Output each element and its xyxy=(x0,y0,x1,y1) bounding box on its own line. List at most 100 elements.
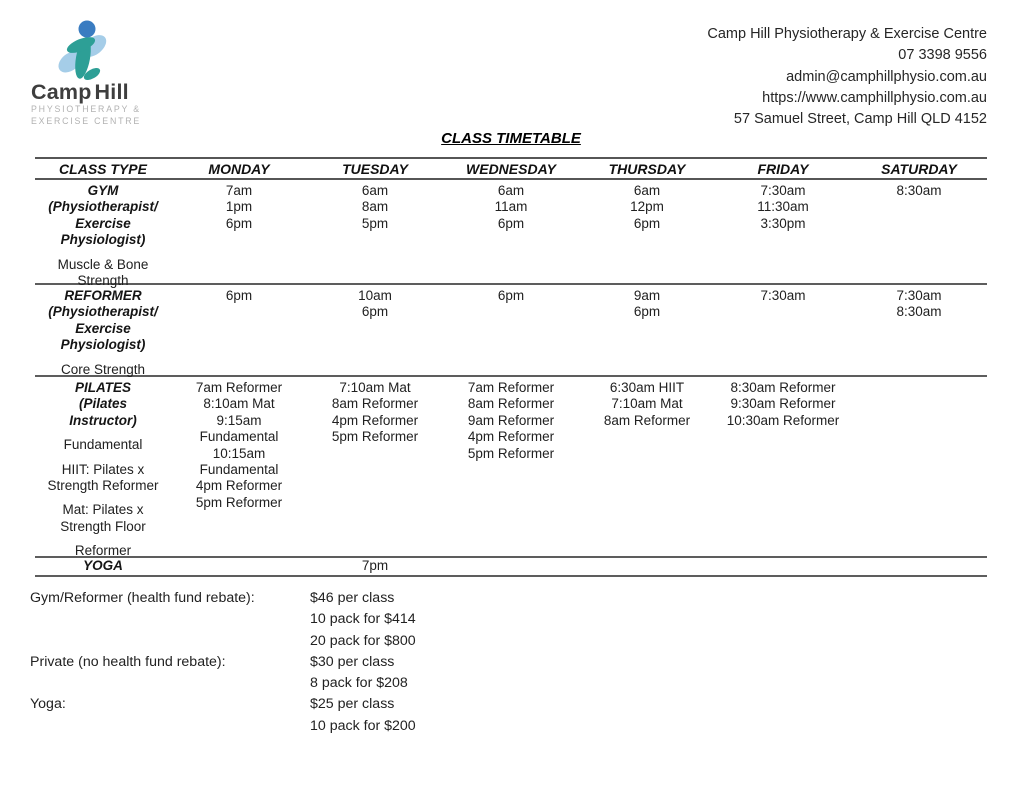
pricing-item: $46 per class xyxy=(310,590,395,606)
class-type-line: (Physiotherapist/ xyxy=(48,304,158,320)
class-time: 10am xyxy=(358,288,392,303)
timetable-cell-reformer-friday: 7:30am xyxy=(715,285,851,375)
timetable-cell-pilates-monday: 7am Reformer 8:10am Mat 9:15am Fundamental 1… xyxy=(171,377,307,556)
class-time: 8:30am Reformer xyxy=(730,380,836,395)
contact-line: https://www.camphillphysio.com.au xyxy=(762,89,987,106)
class-type-group: HIIT: Pilates x Strength Reformer xyxy=(35,462,171,495)
pricing-label: Gym/Reformer (health fund rebate): xyxy=(30,590,255,606)
class-time: 6am xyxy=(497,183,525,198)
pricing-item: $30 per class xyxy=(310,653,395,670)
timetable-cell-yoga-monday xyxy=(171,558,307,575)
class-type-line: HIIT: Pilates x xyxy=(61,461,145,477)
timetable-cell-gym-tuesday: 6am 8am 5pm xyxy=(307,180,443,283)
day-header-wednesday: WEDNESDAY xyxy=(466,161,556,177)
class-time: 6pm xyxy=(225,215,253,231)
class-type-line: Muscle & Bone xyxy=(57,256,149,272)
class-time: 8:30am xyxy=(896,304,942,320)
class-time: 5pm xyxy=(361,215,389,231)
table-row-reformer: REFORMER (Physiotherapist/Exercise Physiol… xyxy=(35,285,987,377)
class-time: 10:15am xyxy=(212,445,266,461)
class-time: 3:30pm xyxy=(760,215,806,231)
class-time: 7pm xyxy=(361,558,389,573)
timetable-cell-yoga-thursday xyxy=(579,558,715,575)
timetable-cell-yoga-friday xyxy=(715,558,851,575)
day-header-friday: FRIDAY xyxy=(757,161,809,177)
class-time: 7am Reformer xyxy=(467,380,555,395)
class-time: 7:10am Mat xyxy=(339,380,411,395)
timetable-cell-gym-saturday: 8:30am xyxy=(851,180,987,283)
class-time: 6am xyxy=(633,183,661,198)
class-time: 5pm Reformer xyxy=(467,445,555,461)
contact-line: 07 3398 9556 xyxy=(898,47,987,64)
class-time: 9:30am Reformer xyxy=(730,396,836,412)
class-type-line: Physiologist) xyxy=(60,337,146,353)
class-type-line: Fundamental xyxy=(63,437,143,453)
contact-line: Camp Hill Physiotherapy & Exercise Centr… xyxy=(707,26,987,42)
class-type-group: Reformer xyxy=(35,543,171,559)
contact-line: 57 Samuel Street, Camp Hill QLD 4152 xyxy=(733,111,987,128)
timetable-cell-reformer-saturday: 7:30am 8:30am xyxy=(851,285,987,375)
table-row-gym: GYM (Physiotherapist/Exercise Physiologist… xyxy=(35,180,987,288)
pricing-items: $25 per class 10 pack for $200 xyxy=(310,694,416,737)
class-time: 4pm Reformer xyxy=(467,429,555,445)
class-time: 6am xyxy=(361,183,389,198)
class-time: 6pm xyxy=(633,304,661,320)
class-time: 6pm xyxy=(497,288,525,303)
day-header-tuesday: TUESDAY xyxy=(342,161,408,177)
page-title: CLASS TIMETABLE xyxy=(35,130,987,148)
class-time: 9am xyxy=(633,288,661,303)
timetable-cell-gym-wednesday: 6am 11am 6pm xyxy=(443,180,579,283)
pricing-items: $46 per class 10 pack for $414 20 pack for… xyxy=(310,588,416,652)
class-time: 6pm xyxy=(361,304,389,320)
timetable-cell-yoga-tuesday: 7pm xyxy=(307,558,443,575)
class-type-line: Physiologist) xyxy=(60,232,146,248)
day-header-saturday: SATURDAY xyxy=(881,161,957,177)
pricing-item: 10 pack for $200 xyxy=(310,717,416,734)
class-time: 7am Reformer xyxy=(195,380,283,395)
pricing-item: $25 per class xyxy=(310,696,395,713)
class-type-group: Fundamental xyxy=(35,437,171,453)
class-time: 8am Reformer xyxy=(467,396,555,412)
class-time: 5pm Reformer xyxy=(195,494,283,510)
class-type-cell-gym: GYM (Physiotherapist/Exercise Physiologist… xyxy=(35,180,171,288)
page-title-text: CLASS TIMETABLE xyxy=(441,130,581,147)
timetable-cell-pilates-thursday: 6:30am HIIT 7:10am Mat 8am Reformer xyxy=(579,377,715,556)
timetable-cell-reformer-monday: 6pm xyxy=(171,285,307,375)
class-type-line: Exercise xyxy=(75,320,131,336)
pricing-group: Yoga: $25 per class 10 pack for $200 xyxy=(30,694,416,737)
contact-block: Camp Hill Physiotherapy & Exercise Centr… xyxy=(707,24,987,130)
timetable-cell-pilates-friday: 8:30am Reformer 9:30am Reformer 10:30am Re… xyxy=(715,377,851,556)
class-type-line: Core Strength xyxy=(60,361,146,377)
class-time: 6pm xyxy=(633,215,661,231)
class-type-line: Strength Reformer xyxy=(47,478,159,494)
table-row-pilates: PILATES (Pilates Instructor) Fundamental HII… xyxy=(35,377,987,558)
pricing-item: 10 pack for $414 xyxy=(310,611,416,628)
class-time: 9:15am xyxy=(216,412,262,428)
brand-name: Camp Hill xyxy=(31,80,129,105)
class-time: 1pm xyxy=(225,199,253,215)
camp-hill-logo-icon xyxy=(58,20,107,80)
class-time: 7am xyxy=(225,183,253,198)
class-time: 6:30am HIIT xyxy=(609,380,685,395)
class-time: 7:30am xyxy=(896,288,942,303)
class-type-line: GYM xyxy=(87,183,119,198)
pricing-group: Private (no health fund rebate): $30 per … xyxy=(30,652,416,695)
pricing-label: Private (no health fund rebate): xyxy=(30,653,226,670)
class-type-line: Reformer xyxy=(74,543,132,559)
class-type-line: Strength xyxy=(77,273,129,289)
class-time: 8:10am Mat xyxy=(203,396,275,412)
class-time: Fundamental xyxy=(199,429,279,445)
class-type-line: (Physiotherapist/ xyxy=(48,199,158,215)
brand-camp: Camp xyxy=(31,80,92,104)
table-body: GYM (Physiotherapist/Exercise Physiologist… xyxy=(35,180,987,577)
class-time: 6pm xyxy=(497,215,525,231)
table-header-row: CLASS TYPE MONDAY TUESDAY WEDNESDAY THURSDAY… xyxy=(35,159,987,180)
class-type-cell-reformer: REFORMER (Physiotherapist/Exercise Physiol… xyxy=(35,285,171,377)
class-type-cell-pilates: PILATES (Pilates Instructor) Fundamental HII… xyxy=(35,377,171,559)
class-type-line: Mat: Pilates x xyxy=(62,502,144,518)
class-time: 7:10am Mat xyxy=(611,396,683,412)
day-header-thursday: THURSDAY xyxy=(608,161,686,177)
class-time: 8am Reformer xyxy=(603,412,691,428)
class-time: 8am Reformer xyxy=(331,396,419,412)
